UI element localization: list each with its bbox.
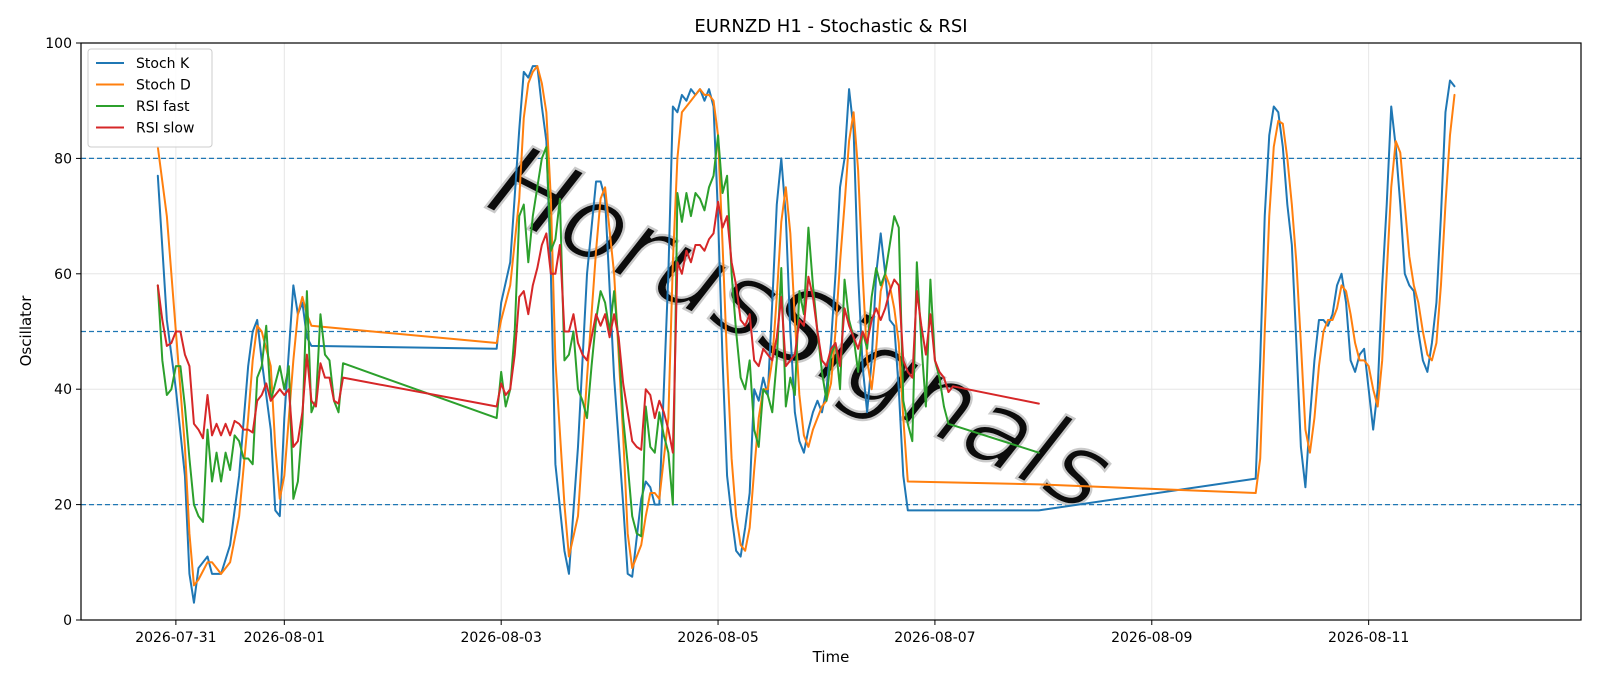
legend-label-rsi-slow: RSI slow [136,121,194,137]
x-axis-label: Time [812,648,850,666]
x-tick-label: 2026-08-07 [894,630,975,646]
series-line-rsi-slow [156,200,1040,454]
plot-frame [80,42,1582,621]
reference-lines [81,157,1581,506]
series-layer [156,65,1456,604]
x-tick-label: 2026-08-03 [460,630,541,646]
y-tick-label: 60 [54,267,72,283]
x-tick-label: 2026-08-01 [244,630,325,646]
x-tick-label: 2026-08-05 [677,630,758,646]
x-tick-label: 2026-08-11 [1328,630,1409,646]
y-axis-ticks: 0 20 40 60 80 100 [45,36,81,629]
chart-title: EURNZD H1 - Stochastic & RSI [694,16,967,37]
x-tick-label: 2026-07-31 [135,630,216,646]
legend-label-stoch-d: Stoch D [136,78,191,94]
legend-label-rsi-fast: RSI fast [136,99,190,115]
y-tick-label: 100 [45,36,72,52]
x-tick-label: 2026-08-09 [1111,630,1192,646]
x-axis-ticks: 2026-07-31 2026-08-01 2026-08-03 2026-08-05… [135,620,1409,646]
y-tick-label: 20 [54,498,72,514]
legend-box [87,48,213,148]
y-tick-label: 40 [54,382,72,398]
legend: Stoch K Stoch D RSI fast RSI slow [87,48,213,148]
legend-label-stoch-k: Stoch K [136,56,190,72]
y-tick-label: 80 [54,151,72,167]
series-line-rsi-fast [156,134,1040,538]
y-axis-label: Oscillator [17,295,35,367]
y-tick-label: 0 [63,613,72,629]
